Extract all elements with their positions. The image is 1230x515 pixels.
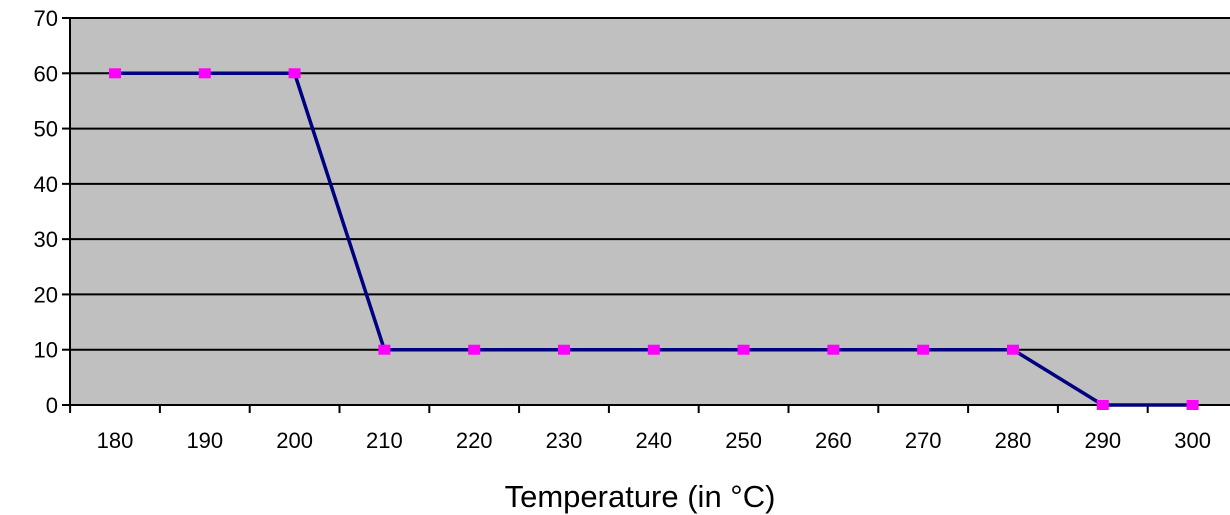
y-tick-label-70: 70 <box>34 6 58 31</box>
y-axis-ticks <box>62 17 70 406</box>
y-tick-label-0: 0 <box>46 393 58 418</box>
x-tick-label-230: 230 <box>546 428 583 453</box>
x-tick-label-220: 220 <box>456 428 493 453</box>
data-point-190 <box>198 68 211 79</box>
x-tick-label-280: 280 <box>995 428 1032 453</box>
y-tick-label-20: 20 <box>34 282 58 307</box>
x-axis-title: Temperature (in °C) <box>505 479 776 514</box>
data-point-300 <box>1186 400 1199 410</box>
y-tick-label-60: 60 <box>34 61 58 86</box>
x-axis-ticks <box>69 405 1149 413</box>
data-point-250 <box>737 344 750 355</box>
x-tick-label-260: 260 <box>815 428 852 453</box>
x-tick-label-270: 270 <box>905 428 942 453</box>
data-point-240 <box>647 344 660 355</box>
data-series <box>109 68 1199 410</box>
y-tick-label-10: 10 <box>34 338 58 363</box>
data-point-210 <box>378 344 391 355</box>
y-tick-labels: 0 10 20 30 40 50 60 70 <box>34 6 58 418</box>
y-tick-label-50: 50 <box>34 117 58 142</box>
x-tick-label-210: 210 <box>366 428 403 453</box>
y-gridlines <box>70 17 1230 351</box>
x-tick-label-180: 180 <box>97 428 134 453</box>
data-point-230 <box>558 344 570 355</box>
x-tick-label-250: 250 <box>725 428 762 453</box>
plot-area <box>70 18 1230 405</box>
y-tick-label-40: 40 <box>34 172 58 197</box>
x-tick-label-300: 300 <box>1174 428 1211 453</box>
data-point-280 <box>1007 344 1019 355</box>
y-tick-label-30: 30 <box>34 227 58 252</box>
x-tick-label-290: 290 <box>1084 428 1121 453</box>
x-tick-label-200: 200 <box>276 428 313 453</box>
data-point-220 <box>468 344 481 355</box>
data-point-270 <box>917 344 930 355</box>
data-point-260 <box>827 344 840 355</box>
data-point-180 <box>109 68 121 79</box>
x-tick-label-190: 190 <box>186 428 223 453</box>
x-tick-label-240: 240 <box>635 428 672 453</box>
data-point-200 <box>288 68 301 79</box>
data-point-290 <box>1096 400 1109 410</box>
x-tick-labels: 180 190 200 210 220 230 240 250 260 270 280 290 300 <box>97 428 1211 453</box>
